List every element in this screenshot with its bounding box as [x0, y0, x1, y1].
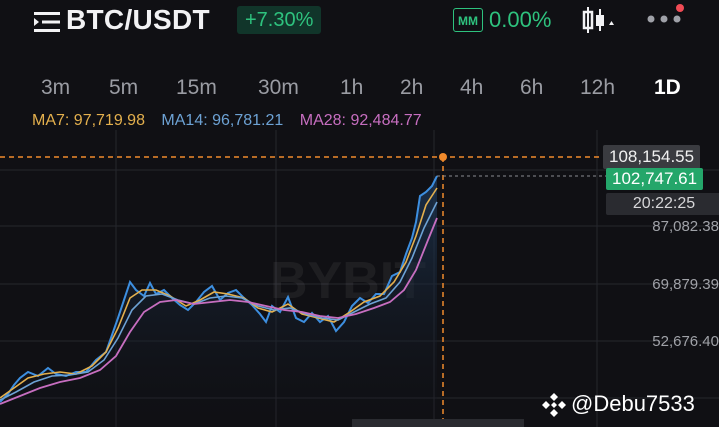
mm-percent: 0.00% — [489, 7, 552, 32]
hover-price-tag: 108,154.55 — [603, 145, 701, 169]
tab-30m[interactable]: 30m — [258, 76, 299, 99]
notification-dot-icon — [676, 4, 684, 12]
tab-2h[interactable]: 2h — [400, 76, 424, 99]
tab-6h[interactable]: 6h — [520, 76, 544, 99]
price-tick-3: 52,676.40 — [652, 333, 719, 350]
candle-countdown: 20:22:25 — [606, 193, 719, 215]
ma14-label: MA14: 96,781.21 — [161, 112, 284, 129]
last-price-tag: 102,747.61 — [606, 168, 704, 190]
tab-4h[interactable]: 4h — [460, 76, 484, 99]
ma7-label: MA7: 97,719.98 — [32, 112, 145, 129]
ma14-line — [0, 201, 438, 401]
price-tick-2: 69,879.39 — [652, 276, 719, 293]
top-bar: BTC/USDT +7.30% MM 0.00% — [0, 0, 719, 44]
price-line — [0, 175, 438, 403]
trading-pair-title[interactable]: BTC/USDT — [66, 4, 210, 35]
price-chart[interactable]: BYBIT — [0, 130, 719, 427]
tab-3m[interactable]: 3m — [41, 76, 71, 99]
candlestick-icon[interactable] — [582, 5, 618, 35]
tab-1d[interactable]: 1D — [654, 76, 681, 99]
price-tick-1: 87,082.38 — [652, 218, 719, 235]
tab-5m[interactable]: 5m — [109, 76, 139, 99]
diamond-logo-icon — [542, 393, 566, 417]
timeframe-tabs: 3m 5m 15m 30m 1h 2h 4h 6h 12h 1D — [0, 74, 719, 108]
user-watermark: @Debu7533 — [571, 391, 695, 416]
crosshair-point — [439, 153, 447, 161]
ma28-label: MA28: 92,484.77 — [299, 112, 422, 129]
mm-badge[interactable]: MM — [453, 8, 483, 32]
tab-15m[interactable]: 15m — [176, 76, 217, 99]
tab-1h[interactable]: 1h — [340, 76, 364, 99]
menu-icon[interactable] — [34, 11, 60, 33]
more-dots-icon[interactable] — [646, 3, 686, 33]
tab-12h[interactable]: 12h — [580, 76, 616, 99]
ma28-line — [0, 217, 438, 405]
price-change-badge: +7.30% — [237, 6, 322, 34]
ma7-line — [0, 187, 438, 399]
moving-average-legend: MA7: 97,719.98 MA14: 96,781.21 MA28: 92,… — [32, 112, 434, 130]
